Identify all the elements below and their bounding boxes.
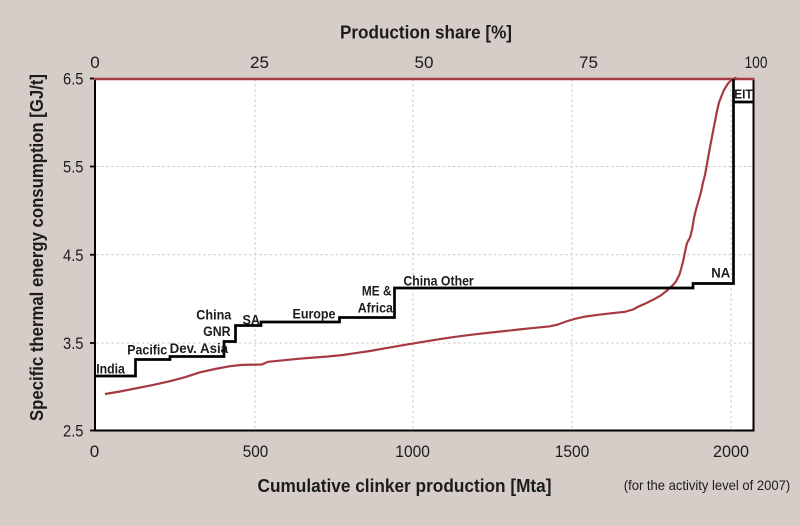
svg-text:0: 0 <box>90 442 100 461</box>
svg-text:Europe: Europe <box>293 305 336 321</box>
svg-text:1000: 1000 <box>395 442 430 461</box>
svg-text:SA: SA <box>243 311 261 327</box>
svg-text:4.5: 4.5 <box>63 246 84 265</box>
svg-text:1500: 1500 <box>555 442 590 461</box>
svg-text:2.5: 2.5 <box>63 422 84 441</box>
svg-text:3.5: 3.5 <box>63 334 84 353</box>
svg-text:China: China <box>196 307 231 323</box>
svg-text:China Other: China Other <box>403 273 474 289</box>
svg-text:100: 100 <box>745 53 768 72</box>
svg-text:2000: 2000 <box>713 442 749 461</box>
svg-text:Specific thermal energy consum: Specific thermal energy consumption [GJ/… <box>27 74 47 421</box>
svg-text:(for the activity level of 200: (for the activity level of 2007) <box>624 477 790 493</box>
svg-text:Cumulative clinker production: Cumulative clinker production [Mta] <box>258 476 552 496</box>
svg-text:50: 50 <box>415 53 434 72</box>
svg-text:0: 0 <box>90 53 100 72</box>
svg-text:Pacific: Pacific <box>127 342 167 358</box>
svg-text:75: 75 <box>579 53 598 72</box>
svg-text:EIT: EIT <box>734 87 752 102</box>
svg-text:5.5: 5.5 <box>63 158 84 177</box>
svg-text:Dev. Asia: Dev. Asia <box>170 340 229 356</box>
svg-text:6.5: 6.5 <box>63 70 84 89</box>
svg-text:NA: NA <box>711 265 730 281</box>
svg-text:India: India <box>96 361 125 377</box>
svg-text:ME &: ME & <box>362 283 392 299</box>
svg-text:Production share [%]: Production share [%] <box>340 23 512 43</box>
svg-text:25: 25 <box>250 53 269 72</box>
svg-text:Africa: Africa <box>358 300 393 316</box>
svg-text:500: 500 <box>243 442 269 461</box>
svg-text:GNR: GNR <box>203 323 231 339</box>
